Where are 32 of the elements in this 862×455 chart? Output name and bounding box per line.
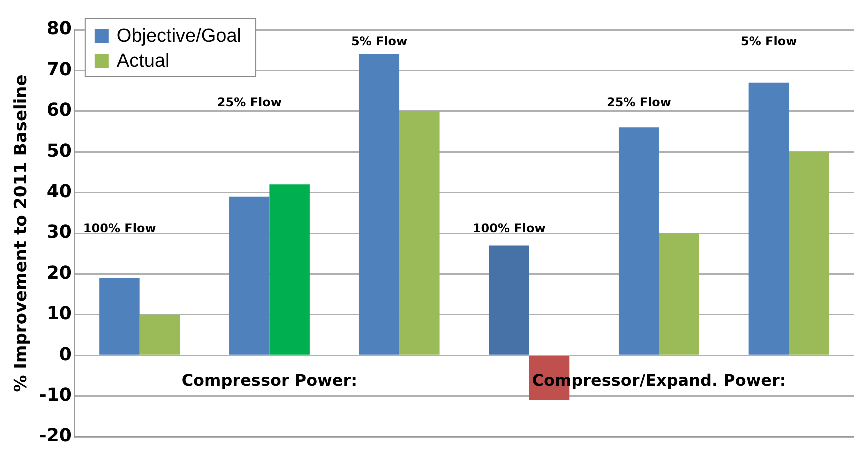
- bar: [400, 111, 440, 355]
- y-tick-label: 10: [46, 304, 72, 325]
- y-tick-label: 70: [46, 59, 72, 80]
- y-axis-title: % Improvement to 2011 Baseline: [12, 74, 32, 392]
- annotation: Compressor Power:: [182, 371, 358, 390]
- bar: [100, 278, 140, 355]
- annotation: 100% Flow: [83, 222, 156, 236]
- y-tick-label: 0: [59, 344, 72, 366]
- annotation: 100% Flow: [472, 222, 546, 236]
- bar: [489, 246, 530, 355]
- y-tick-label: 20: [46, 262, 72, 284]
- y-tick-label: 30: [46, 222, 72, 244]
- legend-label: Actual: [116, 51, 170, 72]
- y-tick-label: -20: [39, 426, 72, 447]
- annotation: 5% Flow: [351, 34, 408, 48]
- y-tick-label: -10: [39, 384, 72, 406]
- bar: [359, 54, 400, 355]
- y-tick-label: 40: [46, 181, 72, 202]
- bar: [659, 234, 700, 355]
- bar: [270, 184, 310, 355]
- bar: [229, 196, 270, 355]
- y-tick-label: 80: [46, 18, 72, 40]
- bar: [789, 152, 830, 355]
- y-tick-label: 50: [46, 140, 72, 162]
- annotation: 25% Flow: [606, 95, 672, 110]
- bar: [140, 314, 180, 355]
- y-tick-label: 60: [46, 100, 72, 122]
- annotation: 5% Flow: [740, 34, 798, 48]
- bar: [618, 128, 660, 355]
- bar: [748, 82, 790, 355]
- legend-label: Objective/Goal: [116, 26, 242, 48]
- annotation: 25% Flow: [217, 95, 282, 110]
